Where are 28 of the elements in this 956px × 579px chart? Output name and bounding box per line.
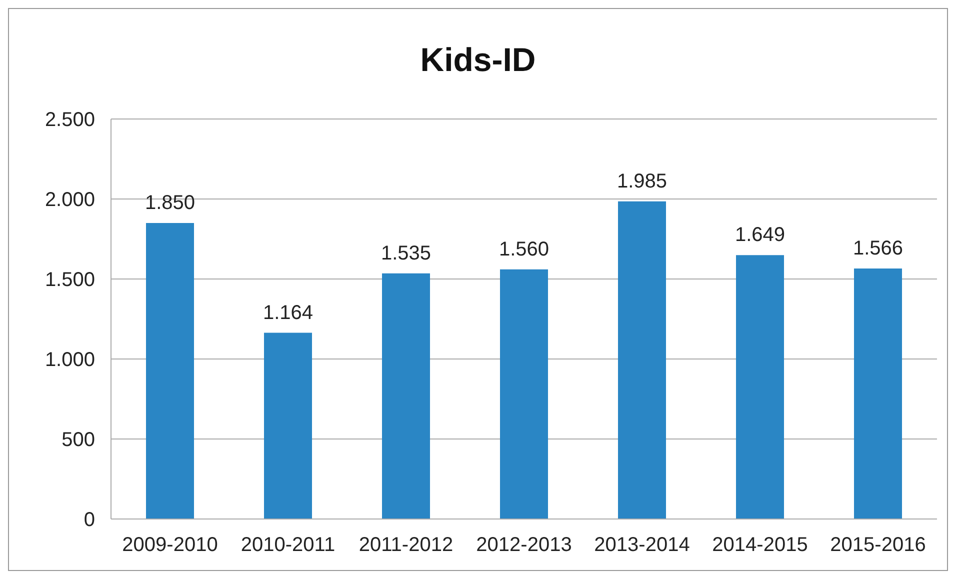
chart-title: Kids-ID (419, 41, 537, 79)
y-tick-label: 0 (84, 509, 95, 532)
x-tick-label: 2014-2015 (712, 534, 808, 556)
x-tick-label: 2015-2016 (830, 534, 926, 556)
bar (264, 332, 312, 519)
bar (618, 201, 666, 519)
y-tick-label: 1.500 (44, 269, 95, 292)
x-tick-label: 2010-2011 (240, 534, 336, 556)
data-label: 1.850 (144, 192, 196, 214)
y-tick-label: 500 (62, 429, 95, 452)
bar (500, 269, 548, 519)
x-tick-label: 2012-2013 (476, 534, 572, 556)
data-label: 1.535 (380, 242, 432, 264)
data-label: 1.566 (852, 237, 904, 260)
x-tick-label: 2013-2014 (594, 534, 690, 556)
data-label: 1.649 (734, 224, 786, 246)
x-tick-label: 2011-2012 (358, 534, 454, 556)
data-label: 1.560 (498, 238, 550, 260)
data-label: 1.985 (616, 170, 668, 192)
data-label: 1.164 (262, 302, 314, 324)
y-tick-label: 2.500 (44, 109, 95, 132)
bar (736, 255, 784, 519)
bar (146, 223, 194, 519)
x-tick-label: 2009-2010 (122, 534, 218, 556)
bar (854, 268, 902, 519)
y-tick-label: 2.000 (44, 189, 95, 212)
y-tick-label: 1.000 (44, 349, 95, 372)
bar (382, 273, 430, 519)
